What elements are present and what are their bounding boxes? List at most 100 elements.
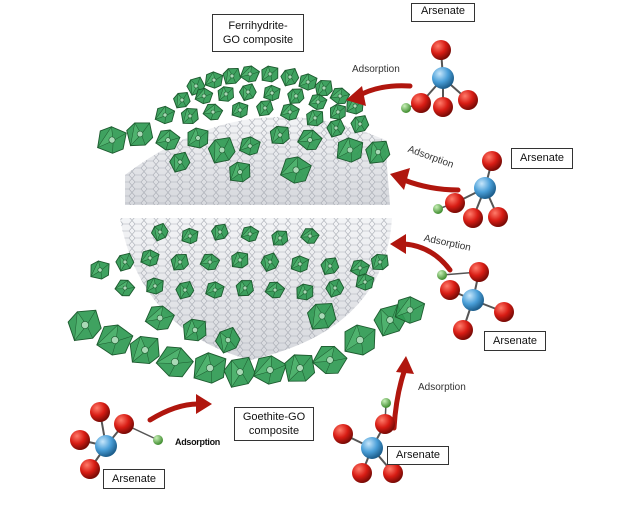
octahedron (207, 137, 236, 164)
adsorption-arrow-bottom-left (147, 394, 212, 423)
octahedron (217, 85, 234, 102)
octahedron (344, 324, 376, 356)
arsenate-label-right-upper: Arsenate (511, 148, 573, 169)
octahedron (204, 71, 224, 89)
octahedron (169, 151, 191, 173)
arsenate-molecule-right-lower (437, 262, 514, 340)
octahedron (336, 137, 364, 163)
octahedron (115, 252, 135, 272)
octahedron (350, 115, 370, 134)
octahedron (326, 118, 346, 138)
arsenate-label-bottom-left: Arsenate (103, 469, 165, 489)
arsenate-molecule-top (401, 40, 478, 117)
octahedron (311, 345, 348, 375)
adsorption-arrow-right-lower (390, 234, 453, 273)
ferrihydrite-composite-label: Ferrihydrite- GO composite (212, 14, 304, 52)
octahedron (256, 100, 274, 117)
octahedron (155, 129, 181, 151)
octahedron (238, 136, 261, 156)
octahedron (193, 352, 227, 384)
octahedron (183, 318, 207, 342)
octahedron (287, 88, 305, 105)
octahedron (231, 251, 249, 269)
octahedron (240, 225, 260, 243)
octahedron (126, 122, 154, 147)
octahedron (296, 129, 323, 151)
octahedron (194, 87, 214, 105)
octahedron (239, 65, 261, 83)
goethite-octahedra (67, 222, 426, 389)
octahedron (229, 161, 251, 183)
adsorption-arrow-right-upper (390, 168, 461, 193)
octahedron (235, 279, 254, 297)
octahedron (329, 87, 351, 105)
octahedron (355, 273, 375, 291)
octahedron (370, 253, 389, 271)
octahedron (394, 296, 426, 324)
octahedron (170, 253, 190, 271)
octahedron (260, 252, 280, 273)
octahedron (180, 107, 199, 125)
octahedron (320, 257, 340, 276)
adsorption-label-bottom-right: Adsorption (418, 382, 466, 393)
adsorption-label-top: Adsorption (352, 64, 400, 75)
octahedron (290, 255, 310, 273)
octahedron (306, 109, 324, 127)
arsenate-label-bottom-right: Arsenate (387, 446, 449, 465)
octahedron (261, 65, 279, 83)
octahedron (214, 326, 241, 354)
ferrihydrite-octahedra (96, 65, 391, 184)
octahedron (325, 278, 345, 299)
octahedron (279, 103, 300, 121)
octahedron (222, 67, 242, 85)
octahedron (280, 68, 300, 87)
octahedron (308, 93, 328, 110)
goethite-composite-label: Goethite-GO composite (234, 407, 314, 441)
octahedron (140, 249, 160, 267)
octahedron (231, 101, 249, 119)
octahedron (296, 283, 314, 301)
octahedron (114, 279, 136, 297)
octahedron (144, 305, 175, 331)
octahedron (129, 335, 160, 365)
octahedron (155, 346, 194, 378)
octahedron (365, 140, 391, 165)
arsenate-molecule-bottom-left (70, 402, 163, 479)
octahedron (67, 309, 102, 342)
octahedron (175, 280, 195, 300)
octahedron (269, 125, 290, 145)
octahedron (146, 277, 164, 295)
octahedron (299, 228, 320, 244)
octahedron (263, 84, 281, 102)
octahedron (96, 324, 134, 356)
octahedron (238, 83, 257, 102)
octahedron (329, 103, 346, 120)
octahedron (210, 223, 229, 241)
adsorption-label-bottom-left: Adsorption (175, 437, 220, 447)
arsenate-label-right-lower: Arsenate (484, 331, 546, 351)
octahedron (306, 303, 337, 330)
octahedron (150, 222, 169, 242)
arsenate-molecule-right-upper (433, 151, 508, 228)
arsenate-label-top: Arsenate (411, 3, 475, 22)
arsenate-molecule-bottom-right (333, 398, 403, 483)
adsorption-arrow-bottom-right (391, 356, 414, 431)
octahedron (187, 127, 209, 149)
octahedron (271, 230, 289, 246)
octahedron (202, 103, 224, 121)
octahedron (264, 281, 286, 299)
adsorption-arrow-top (346, 83, 413, 106)
arsenate-molecules (70, 40, 514, 483)
octahedron (252, 355, 287, 385)
octahedron (298, 73, 318, 91)
octahedron (90, 260, 110, 280)
octahedron (284, 354, 316, 382)
octahedron (181, 227, 199, 245)
octahedron (173, 92, 191, 109)
octahedron (96, 126, 127, 154)
octahedron (154, 105, 176, 125)
octahedron (199, 253, 221, 271)
octahedron (204, 281, 225, 299)
